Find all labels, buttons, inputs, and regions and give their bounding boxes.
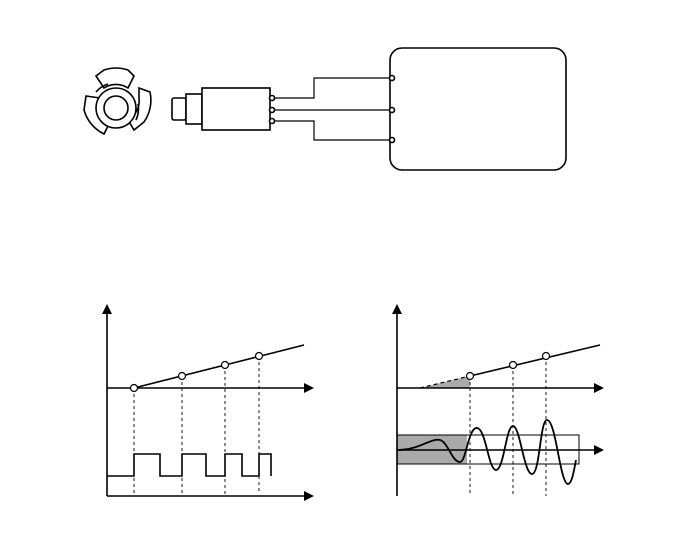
right-rising-line <box>469 344 601 377</box>
wiring-harness <box>274 77 392 141</box>
control-unit-box <box>388 47 567 171</box>
trigger-wheel-icon <box>83 67 152 136</box>
speed-sensor-icon <box>171 87 276 131</box>
right-sine-wave <box>396 419 577 485</box>
left-rising-line <box>133 344 305 389</box>
left-square-wave <box>107 453 272 477</box>
left-graph <box>102 304 314 501</box>
right-graph <box>392 304 604 496</box>
right-dashed-extension <box>419 375 471 389</box>
